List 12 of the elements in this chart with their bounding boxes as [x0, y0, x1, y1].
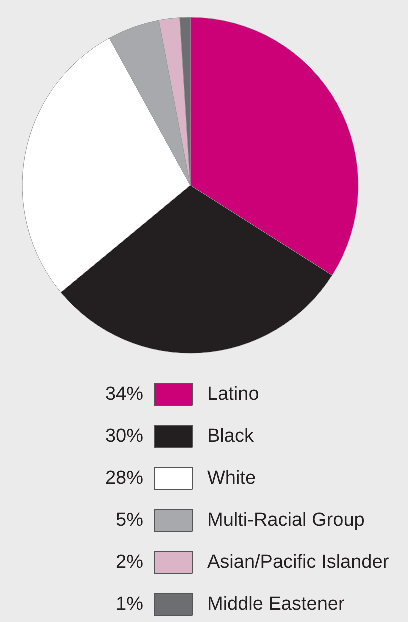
legend-label: Middle Eastener	[208, 594, 346, 615]
legend-label: Multi-Racial Group	[208, 510, 365, 531]
legend-label: Asian/Pacific Islander	[208, 552, 390, 573]
data-label: 30%	[105, 426, 144, 447]
data-label: 5%	[116, 510, 144, 531]
data-label: 1%	[116, 594, 144, 615]
legend-label: Black	[208, 426, 254, 447]
legend-label: White	[208, 468, 256, 489]
data-label: 2%	[116, 552, 144, 573]
data-label: 28%	[105, 468, 144, 489]
legend-label: Latino	[208, 384, 260, 405]
data-label: 34%	[105, 384, 144, 405]
